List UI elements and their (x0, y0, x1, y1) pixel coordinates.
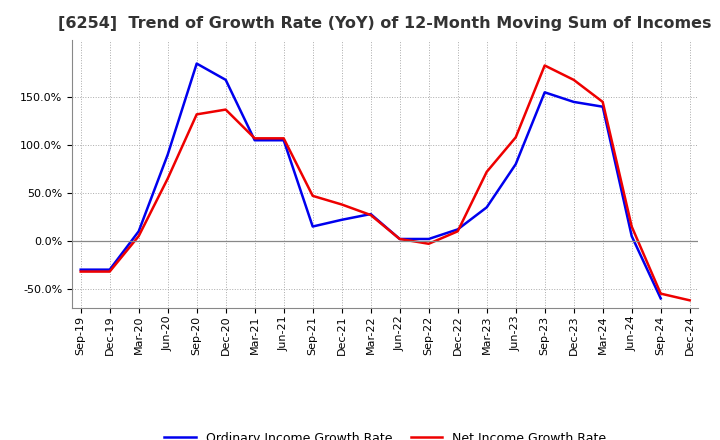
Net Income Growth Rate (338, 202, 346, 207)
Net Income Growth Rate (221, 107, 230, 112)
Net Income Growth Rate (541, 63, 549, 68)
Ordinary Income Growth Rate (454, 227, 462, 232)
Net Income Growth Rate (135, 234, 143, 239)
Net Income Growth Rate (308, 193, 317, 198)
Net Income Growth Rate (76, 269, 85, 274)
Net Income Growth Rate (685, 298, 694, 303)
Net Income Growth Rate (511, 135, 520, 140)
Net Income Growth Rate (424, 241, 433, 246)
Net Income Growth Rate (598, 99, 607, 105)
Ordinary Income Growth Rate (279, 138, 288, 143)
Legend: Ordinary Income Growth Rate, Net Income Growth Rate: Ordinary Income Growth Rate, Net Income … (159, 427, 611, 440)
Ordinary Income Growth Rate (395, 236, 404, 242)
Ordinary Income Growth Rate (424, 236, 433, 242)
Ordinary Income Growth Rate (192, 61, 201, 66)
Net Income Growth Rate (105, 269, 114, 274)
Ordinary Income Growth Rate (627, 234, 636, 239)
Net Income Growth Rate (366, 213, 375, 218)
Title: [6254]  Trend of Growth Rate (YoY) of 12-Month Moving Sum of Incomes: [6254] Trend of Growth Rate (YoY) of 12-… (58, 16, 712, 32)
Ordinary Income Growth Rate (251, 138, 259, 143)
Net Income Growth Rate (570, 77, 578, 82)
Ordinary Income Growth Rate (105, 267, 114, 272)
Ordinary Income Growth Rate (570, 99, 578, 105)
Line: Ordinary Income Growth Rate: Ordinary Income Growth Rate (81, 63, 661, 298)
Net Income Growth Rate (657, 291, 665, 296)
Ordinary Income Growth Rate (221, 77, 230, 82)
Net Income Growth Rate (482, 169, 491, 175)
Ordinary Income Growth Rate (308, 224, 317, 229)
Net Income Growth Rate (627, 224, 636, 229)
Ordinary Income Growth Rate (482, 205, 491, 210)
Ordinary Income Growth Rate (657, 296, 665, 301)
Ordinary Income Growth Rate (511, 161, 520, 167)
Net Income Growth Rate (279, 136, 288, 141)
Line: Net Income Growth Rate: Net Income Growth Rate (81, 66, 690, 301)
Ordinary Income Growth Rate (76, 267, 85, 272)
Net Income Growth Rate (251, 136, 259, 141)
Ordinary Income Growth Rate (366, 211, 375, 216)
Net Income Growth Rate (395, 236, 404, 242)
Ordinary Income Growth Rate (541, 90, 549, 95)
Net Income Growth Rate (163, 176, 172, 181)
Ordinary Income Growth Rate (163, 152, 172, 157)
Ordinary Income Growth Rate (598, 104, 607, 109)
Net Income Growth Rate (454, 229, 462, 234)
Ordinary Income Growth Rate (338, 217, 346, 223)
Net Income Growth Rate (192, 112, 201, 117)
Ordinary Income Growth Rate (135, 229, 143, 234)
